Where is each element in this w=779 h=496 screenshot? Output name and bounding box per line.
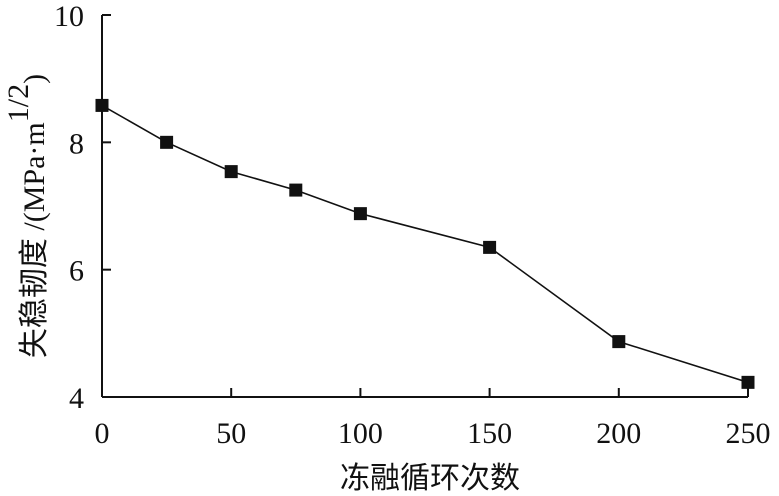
data-point-marker [289,183,303,197]
data-point-marker [95,98,109,112]
data-point-marker [741,375,755,389]
y-axis-title-separator: / [18,222,51,239]
x-tick-label: 150 [467,417,512,450]
y-axis-title-unit-exponent: 1/2 [2,84,35,122]
y-tick-label: 8 [69,127,84,160]
x-tick-label: 100 [338,417,383,450]
x-tick-label: 200 [596,417,641,450]
data-point-marker [160,135,174,149]
y-tick-label: 10 [54,0,84,33]
y-axis-title-unit: (MPa·m [18,122,51,222]
y-axis-title: 失稳韧度 /(MPa·m1/2) [2,74,53,358]
y-tick-label: 6 [69,255,84,288]
x-tick-label: 0 [95,417,110,450]
x-axis-title: 冻融循环次数 [340,461,520,496]
data-point-marker [612,335,626,349]
series-group [95,98,755,389]
data-point-marker [353,207,367,221]
series-line [101,104,749,384]
x-tick-label: 50 [216,417,246,450]
y-tick-label: 4 [69,382,84,415]
data-point-marker [483,240,497,254]
x-tick-label: 250 [726,417,771,450]
axes [101,15,748,398]
y-axis-title-name: 失稳韧度 [17,238,52,358]
data-point-marker [224,165,238,179]
y-axis-title-unit-close: ) [18,74,51,84]
